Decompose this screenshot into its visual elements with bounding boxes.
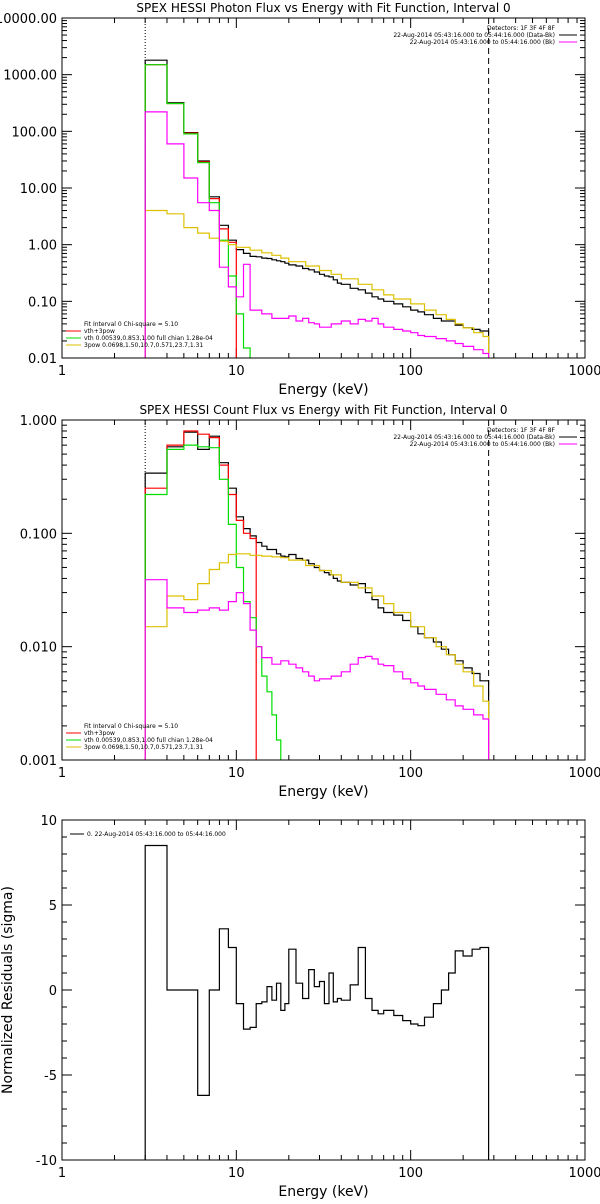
legend-bottomleft-entry: vth 0.00539,0.853,1.00 full chian 1.28e-… [84, 737, 213, 744]
series-line-data-bk [144, 59, 490, 358]
legend-bottomleft-entry: vth+3pow [84, 730, 115, 737]
x-tick-label: 1 [58, 1166, 66, 1181]
legend-bottomleft-entry: Fit Interval 0 Chi-square = 5.10 [84, 321, 178, 328]
legend-topright-entry: 22-Aug-2014 05:43:16.000 to 05:44:16.000… [410, 39, 555, 46]
x-tick-label: 10 [228, 1166, 245, 1181]
x-tick-label: 10 [228, 364, 245, 379]
series-line-vth [144, 444, 282, 760]
plot-frame [61, 819, 586, 1161]
x-axis-label: Energy (keV) [278, 1184, 368, 1200]
x-tick-label: 100 [398, 1166, 423, 1181]
x-tick-label: 10 [228, 766, 245, 781]
plot-frame [61, 17, 586, 359]
series-line-bk [144, 579, 490, 760]
chart-title: SPEX HESSI Count Flux vs Energy with Fit… [139, 403, 507, 417]
legend-topright-entry: 22-Aug-2014 05:43:16.000 to 05:44:16.000… [393, 434, 555, 441]
plot-frame [61, 419, 586, 761]
y-axis-label: Normalized Residuals (sigma) [0, 886, 16, 1094]
y-tick-label: 5 [49, 899, 57, 914]
chart-panel-0: SPEX HESSI Photon Flux vs Energy with Fi… [0, 1, 600, 398]
y-tick-label: 0.01 [28, 352, 57, 367]
legend-bottomleft-entry: vth+3pow [84, 328, 115, 335]
series-line-3pow [144, 553, 490, 760]
legend-bottomleft-entry: vth 0.00539,0.853,1.00 full chian 1.28e-… [84, 335, 213, 342]
legend-topright-entry: Detectors: 1F 3F 4F 8F [487, 427, 556, 434]
legend-bottomleft-entry: 3pow 0.0698,1.50,10.7,0.571,23.7,1.31 [84, 744, 203, 751]
series-line-vth [144, 64, 251, 358]
x-tick-label: 1000 [568, 1166, 600, 1181]
y-tick-label: 1000.00 [3, 69, 57, 84]
x-tick-label: 1000 [568, 766, 600, 781]
y-tick-label: 0.001 [20, 754, 57, 769]
y-tick-label: -5 [44, 1069, 57, 1084]
plot-area [144, 18, 490, 358]
plot-area [144, 420, 490, 760]
x-tick-label: 100 [398, 766, 423, 781]
legend-bottomleft-entry: 3pow 0.0698,1.50,10.7,0.571,23.7,1.31 [84, 342, 203, 349]
legend-topright-entry: 22-Aug-2014 05:43:16.000 to 05:44:16.000… [393, 32, 555, 39]
series-line-bk [144, 111, 490, 358]
y-tick-label: -10 [36, 1154, 57, 1169]
plot-area [144, 844, 490, 1160]
chart-panel-1: SPEX HESSI Count Flux vs Energy with Fit… [20, 403, 600, 800]
legend-topright-entry: Detectors: 1F 3F 4F 8F [487, 25, 556, 32]
x-tick-label: 1000 [568, 364, 600, 379]
y-tick-label: 0.10 [28, 295, 57, 310]
chart-title: SPEX HESSI Photon Flux vs Energy with Fi… [136, 1, 510, 15]
x-axis-label: Energy (keV) [278, 382, 368, 398]
y-tick-label: 1.000 [20, 414, 57, 429]
series-line-vth-3pow [144, 64, 237, 358]
chart-panel-2: 1 10 100 1000 Energy (keV) -10 -5 0 5 10 Normalize… [0, 814, 600, 1200]
x-tick-label: 1 [58, 766, 66, 781]
y-tick-label: 100.00 [12, 125, 58, 140]
y-tick-label: 10 [40, 814, 57, 829]
y-tick-label: 0.100 [20, 527, 57, 542]
x-tick-label: 100 [398, 364, 423, 379]
y-tick-label: 0 [49, 984, 57, 999]
legend-topright-entry: 22-Aug-2014 05:43:16.000 to 05:44:16.000… [410, 441, 555, 448]
legend-bottomleft-entry: Fit Interval 0 Chi-square = 5.10 [84, 723, 178, 730]
y-tick-label: 10.00 [20, 182, 57, 197]
y-tick-label: 1.00 [28, 239, 57, 254]
y-tick-label: 0.010 [20, 641, 57, 656]
x-tick-label: 1 [58, 364, 66, 379]
x-axis-label: Energy (keV) [278, 784, 368, 800]
y-tick-label: 10000.00 [0, 12, 57, 27]
legend-topleft-entry: 0. 22-Aug-2014 05:43:16.000 to 05:44:16.… [87, 831, 226, 838]
series-line-0-22-aug-2014-05-43-16-000-to-05-44-16-000 [144, 844, 490, 1160]
series-line-3pow [144, 209, 490, 358]
